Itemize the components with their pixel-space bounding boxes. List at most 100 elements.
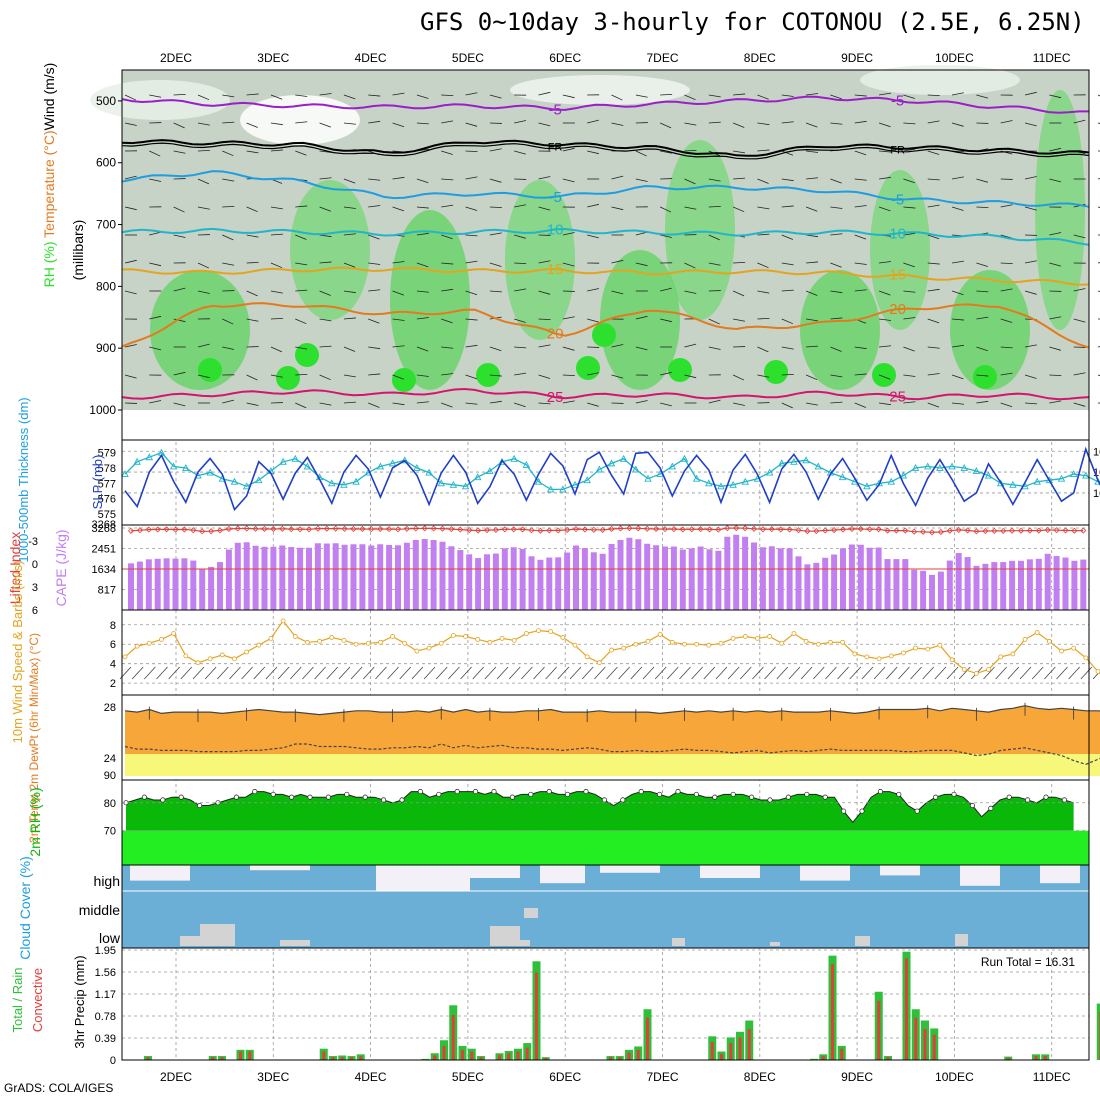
rh-tick-label: 80 [104,798,116,810]
lifted-index-point [626,525,633,532]
lifted-index-point [991,527,998,534]
lifted-index-point [759,526,766,533]
thickness-point [473,473,482,481]
wind-barb [1073,372,1086,376]
wind-barb [806,234,819,238]
wind-barb [441,262,454,265]
rh-shading [505,180,575,340]
cape-bar [466,554,473,610]
cape-bar [679,549,686,610]
wind-barb [854,150,867,156]
rh-point [160,797,166,803]
thickness-point [291,454,300,462]
wind-barb [343,206,356,209]
lifted-index-point [510,526,517,533]
cape-bar [199,569,206,610]
wind-barb [903,346,915,352]
thickness-point [486,467,494,474]
wind-barb [757,122,770,126]
wind-barb [562,178,575,183]
wind-barb [465,92,478,96]
contour-label: FR [548,142,563,154]
contour-label: 25 [889,389,906,406]
wind-barb [951,206,964,211]
wind-barb [951,92,964,96]
wind-barb [295,234,307,240]
temp-area [125,705,1100,754]
cape-bar [564,552,571,610]
wind-barb [222,94,235,98]
wind-barb [343,122,356,125]
wind-barb [806,93,819,96]
wind-barb [465,344,478,348]
precip-convective-bar [544,1057,548,1060]
wind-barb [319,206,331,212]
wind-speed-point [682,641,687,647]
wind-barb [708,318,720,325]
surface-wind-barb [727,666,740,680]
wind-barb [1049,94,1062,99]
thickness-point [534,477,543,485]
wind-speed-point [1059,648,1064,654]
cape-bar [893,559,900,610]
lifted-index-point [261,525,268,533]
rh-point [712,794,718,800]
surface-wind-barb [606,666,618,680]
cape-bar [991,562,998,610]
lifted-index-point [1000,527,1007,534]
cape-bar [884,559,891,610]
wind-barb [295,318,307,325]
cape-bar [492,553,499,610]
thickness-point [169,462,178,470]
cape-bar [163,558,170,610]
lifted-index-point [394,526,402,533]
rh-high-cell [668,358,692,382]
wind-barb [197,178,210,185]
wind-barb [465,290,478,296]
lifted-index-point [653,525,660,533]
wind-barb [1073,119,1086,124]
lifted-index-point [305,526,313,533]
wind-speed-point [463,634,468,639]
axis-label-part: SLP (mb) [90,455,105,510]
date-label-bottom: 4DEC [355,1070,387,1084]
wind-barb [392,122,405,128]
wind-barb [319,402,332,406]
cape-bar [154,558,161,610]
rh-high-cell [198,358,222,382]
slp-tick-label: 1012 [1093,446,1100,458]
rh-high-cell [764,360,788,384]
wind-barb [343,374,356,378]
wind-barb [489,400,502,404]
wind-barb [441,234,453,240]
rh-point [546,789,552,795]
precip-convective-bar [442,1045,446,1060]
wind-barb [927,373,940,376]
cloud-level-middle: middle [79,902,120,918]
wind-speed-point [171,631,177,636]
wind-barb [660,371,672,376]
rh-point [454,789,460,795]
precip-convective-bar [433,1055,437,1060]
cape-bar [421,538,428,610]
wind-barb [465,150,478,153]
wind-barb [952,402,965,405]
wind-barb [368,94,381,97]
rh-point [601,797,607,803]
thickness-point [680,454,689,462]
cape-bar [786,548,793,610]
cape-bar [831,554,838,610]
cape-bar [1071,560,1078,610]
thickness-point [121,470,129,478]
wind-speed-point [195,660,201,666]
rh-shading [950,270,1030,390]
wind-barb [878,206,891,212]
lifted-index-point [795,527,802,534]
wind-barb [538,206,551,211]
wind-barb [1049,346,1061,351]
cape-bar [848,544,855,610]
wind-barb [173,234,186,238]
cape-bar [172,558,179,610]
rh-point [877,789,883,795]
lifted-index-point [724,525,731,532]
